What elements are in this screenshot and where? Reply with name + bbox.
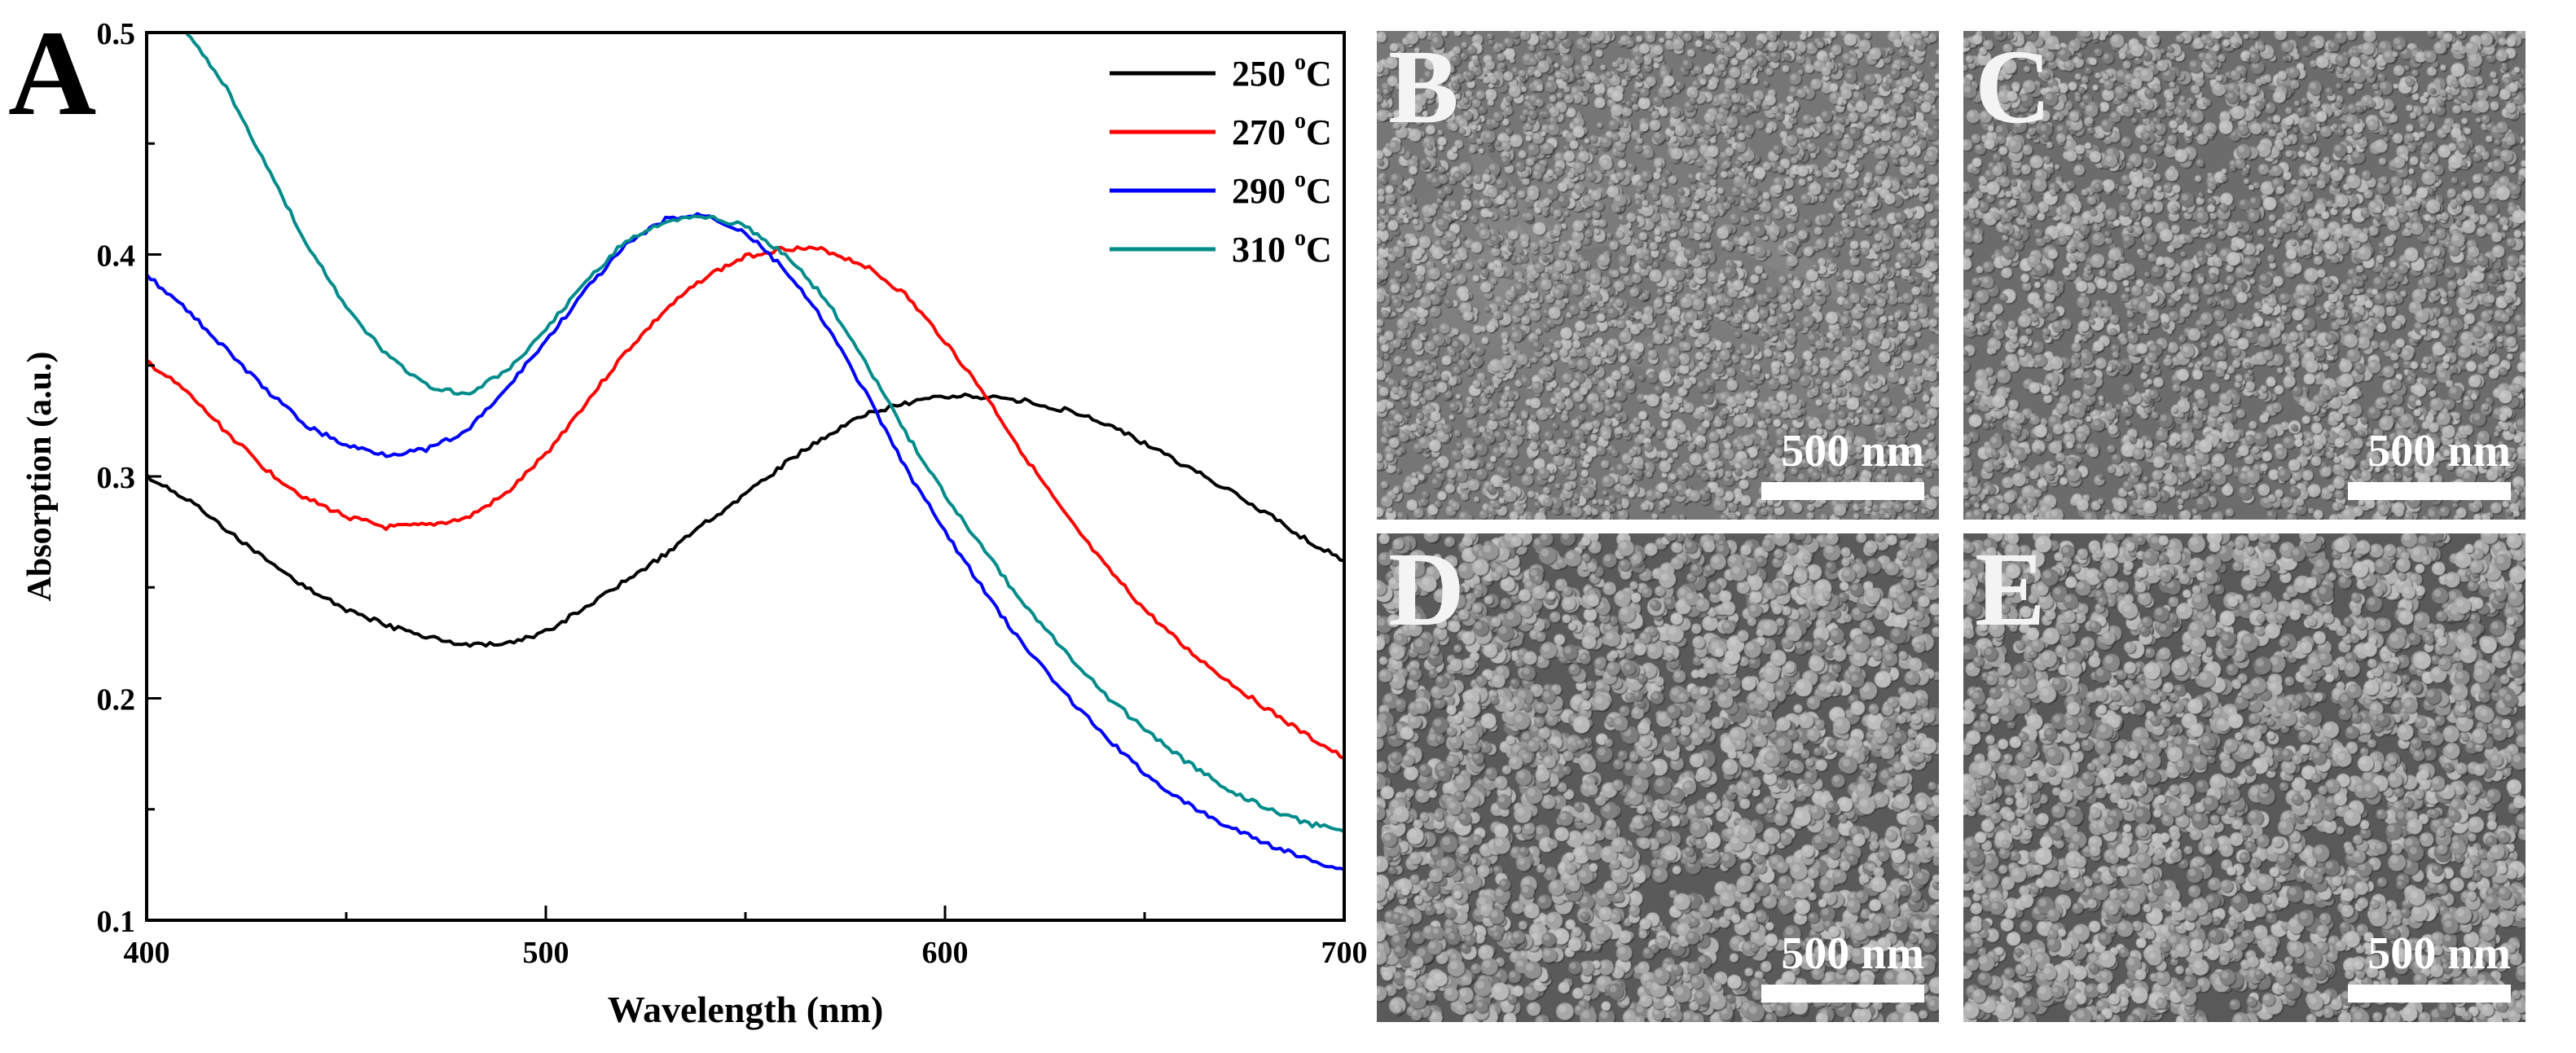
sem-image-b (1377, 31, 1939, 520)
sem-panel-c: C 500 nm (1963, 31, 2525, 520)
x-tick-label: 600 (922, 936, 969, 970)
absorption-chart: A 400 500 600 700 0.1 0.2 0.3 0.4 0.5 Wavelengt… (8, 6, 1368, 1030)
legend-label-310: 310 oC (1232, 226, 1332, 270)
legend-label-250: 250 oC (1232, 50, 1332, 94)
legend: 250 oC 270 oC 290 oC 310 oC (1110, 50, 1332, 270)
legend-label-270: 270 oC (1232, 108, 1332, 152)
legend-label-290: 290 oC (1232, 167, 1332, 211)
sem-panel-label: E (1975, 533, 2046, 648)
sem-image-d (1377, 533, 1939, 1022)
series-line-270 (145, 245, 1345, 760)
scale-bar (1761, 985, 1924, 1003)
sem-panel-e: E 500 nm (1963, 533, 2525, 1022)
sem-panel-label: C (1975, 31, 2051, 146)
y-axis-label: Absorption (a.u.) (21, 352, 59, 602)
scale-bar-label: 500 nm (2367, 928, 2511, 979)
sem-panel-label: D (1388, 533, 1465, 648)
y-tick-label: 0.4 (97, 239, 136, 274)
sem-image-e (1963, 533, 2525, 1022)
scale-bar (1761, 482, 1924, 500)
series-line-310 (185, 32, 1345, 833)
x-tick-label: 400 (124, 936, 170, 970)
scale-bar-label: 500 nm (2367, 426, 2511, 476)
scale-bar (2348, 985, 2511, 1003)
sem-panel-d: D 500 nm (1377, 533, 1939, 1022)
series-line-290 (145, 212, 1345, 871)
x-tick-label: 500 (523, 936, 569, 970)
sem-panel-b: B 500 nm (1377, 31, 1939, 520)
y-tick-label: 0.3 (97, 461, 136, 495)
y-tick-label: 0.2 (97, 683, 136, 717)
scale-bar (2348, 482, 2511, 500)
series-group (145, 32, 1345, 871)
y-axis-ticks: 0.1 0.2 0.3 0.4 0.5 (97, 17, 161, 939)
sem-image-c (1963, 31, 2525, 520)
x-axis-label: Wavelength (nm) (608, 989, 884, 1030)
scale-bar-label: 500 nm (1781, 426, 1924, 476)
x-tick-label: 700 (1321, 936, 1368, 970)
y-tick-label: 0.5 (97, 17, 136, 51)
y-tick-label: 0.1 (97, 905, 136, 939)
panel-label-a: A (8, 6, 96, 141)
sem-panel-label: B (1388, 31, 1459, 146)
x-axis-ticks: 400 500 600 700 (124, 906, 1368, 970)
series-line-250 (145, 393, 1345, 648)
plot-frame (145, 31, 1346, 922)
scale-bar-label: 500 nm (1781, 928, 1924, 979)
